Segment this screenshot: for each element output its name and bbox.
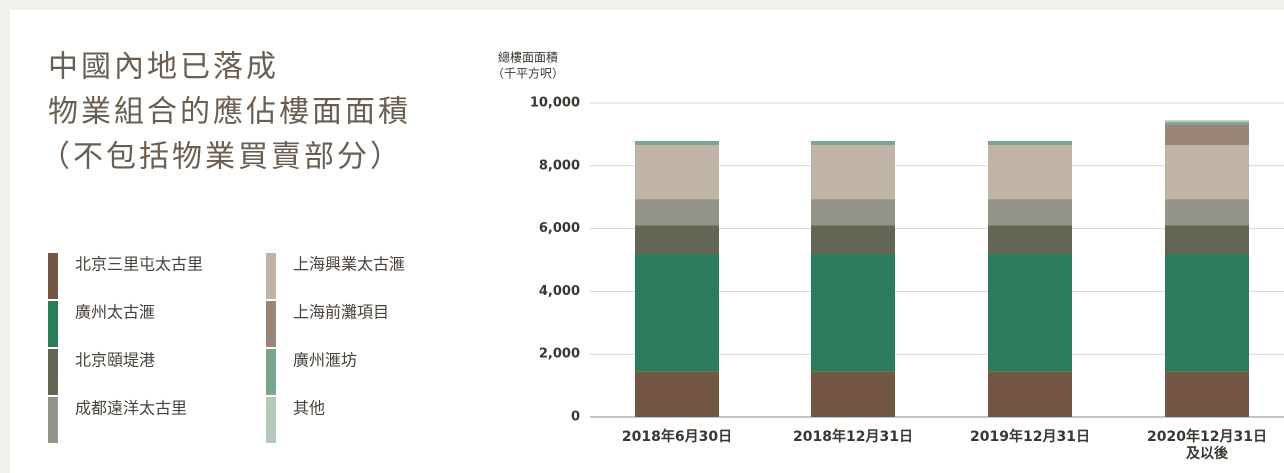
chart-title-line: 中國內地已落成 (48, 50, 279, 85)
x-tick-label: 2018年6月30日 (622, 428, 732, 445)
y-tick-label: 8,000 (539, 158, 580, 173)
y-tick-label: 6,000 (539, 221, 580, 236)
bar-segment (811, 254, 895, 372)
legend-swatch (266, 253, 276, 299)
bar-segment (1165, 120, 1249, 123)
legend-swatch (48, 253, 58, 299)
bar-segment (988, 225, 1072, 255)
legend-label: 廣州太古滙 (75, 303, 155, 322)
bar-segment (1165, 225, 1249, 255)
legend-label: 上海前灘項目 (293, 303, 389, 322)
bar-segment (811, 225, 895, 255)
bar-segment (1165, 371, 1249, 417)
bar-segment (811, 145, 895, 200)
legend-swatch (266, 301, 276, 347)
bar-segment (1165, 145, 1249, 200)
legend-swatch (266, 349, 276, 395)
legend-label: 北京頤堤港 (75, 351, 155, 370)
y-tick-label: 2,000 (539, 347, 580, 362)
x-tick-label: 2018年12月31日 (793, 428, 913, 445)
bar-segment (1165, 122, 1249, 125)
x-tick-label: 2019年12月31日 (970, 428, 1090, 445)
bar-segment (988, 254, 1072, 372)
bar-segment (635, 225, 719, 255)
bar-segment (988, 371, 1072, 417)
bar-segment (635, 145, 719, 200)
legend-swatch (48, 301, 58, 347)
legend-label: 上海興業太古滙 (293, 255, 405, 274)
bar-segment (811, 140, 895, 146)
legend-label: 北京三里屯太古里 (75, 255, 203, 274)
y-axis-label: （千平方呎） (492, 66, 564, 81)
bar-segment (811, 199, 895, 226)
chart-title-line: 物業組合的應佔樓面面積 (48, 95, 411, 130)
legend-swatch (48, 397, 58, 443)
y-tick-label: 10,000 (530, 96, 580, 111)
bar-segment (635, 199, 719, 226)
chart-title-line: （不包括物業買賣部分） (40, 140, 403, 175)
bar-segment (988, 145, 1072, 200)
legend-label: 廣州滙坊 (293, 351, 357, 370)
bar-segment (1165, 124, 1249, 146)
bar-segment (635, 140, 719, 146)
legend-swatch (266, 397, 276, 443)
bar-segment (1165, 254, 1249, 372)
legend-label: 成都遠洋太古里 (75, 399, 187, 418)
bar-segment (988, 140, 1072, 146)
y-axis-label: 總樓面面積 (498, 50, 558, 65)
bar-segment (1165, 199, 1249, 226)
y-tick-label: 0 (571, 410, 580, 425)
bar-segment (988, 199, 1072, 226)
bar-segment (635, 254, 719, 372)
bar-segment (635, 371, 719, 417)
legend-label: 其他 (293, 399, 325, 418)
x-tick-label: 2020年12月31日及以後 (1147, 428, 1267, 462)
bar-segment (811, 371, 895, 417)
y-tick-label: 4,000 (539, 284, 580, 299)
legend-swatch (48, 349, 58, 395)
